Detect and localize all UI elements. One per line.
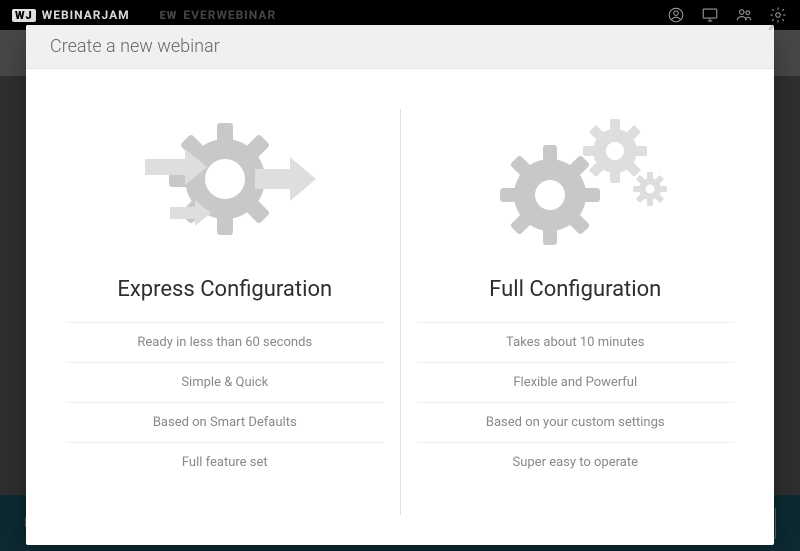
express-title: Express Configuration xyxy=(117,277,332,302)
express-feature: Full feature set xyxy=(66,443,384,482)
close-icon[interactable] xyxy=(762,25,774,37)
column-divider xyxy=(400,109,401,515)
brand-everwebinar-mark: EW xyxy=(160,9,178,22)
full-title: Full Configuration xyxy=(489,277,661,302)
express-feature: Simple & Quick xyxy=(66,363,384,403)
full-feature: Super easy to operate xyxy=(417,443,735,482)
brand-webinarjam-mark: WJ xyxy=(12,9,36,22)
full-feature: Based on your custom settings xyxy=(417,403,735,443)
express-configuration-option[interactable]: Express Configuration Ready in less than… xyxy=(56,109,394,515)
create-webinar-modal: Create a new webinar xyxy=(26,25,774,545)
full-features: Takes about 10 minutes Flexible and Powe… xyxy=(417,322,735,482)
express-feature: Ready in less than 60 seconds xyxy=(66,322,384,363)
full-feature: Flexible and Powerful xyxy=(417,363,735,403)
express-gear-arrows-icon xyxy=(115,109,335,249)
gear-icon[interactable] xyxy=(768,5,788,25)
full-gears-icon xyxy=(465,109,685,249)
modal-title: Create a new webinar xyxy=(26,25,774,69)
brand-webinarjam-text: WEBINARJAM xyxy=(42,8,130,22)
brand-everwebinar[interactable]: EW EVERWEBINAR xyxy=(160,8,277,22)
brand-everwebinar-text: EVERWEBINAR xyxy=(183,8,276,22)
modal-body: Express Configuration Ready in less than… xyxy=(26,69,774,545)
users-icon[interactable] xyxy=(734,5,754,25)
full-feature: Takes about 10 minutes xyxy=(417,322,735,363)
user-icon[interactable] xyxy=(666,5,686,25)
brand-webinarjam[interactable]: WJ WEBINARJAM xyxy=(12,8,130,22)
express-features: Ready in less than 60 seconds Simple & Q… xyxy=(66,322,384,482)
monitor-icon[interactable] xyxy=(700,5,720,25)
full-configuration-option[interactable]: Full Configuration Takes about 10 minute… xyxy=(407,109,745,515)
express-feature: Based on Smart Defaults xyxy=(66,403,384,443)
